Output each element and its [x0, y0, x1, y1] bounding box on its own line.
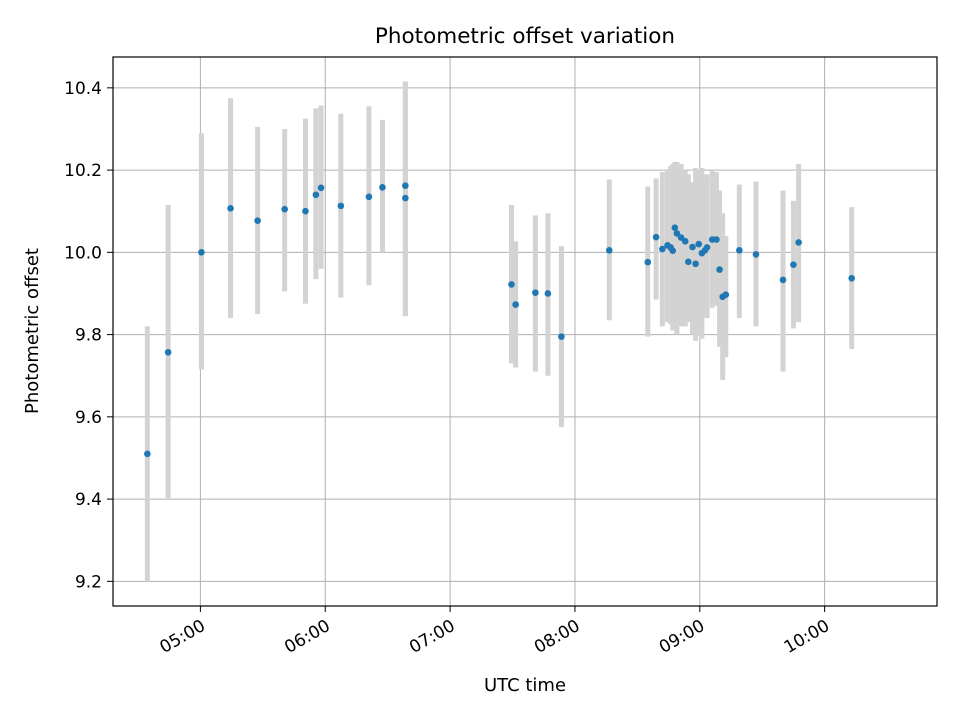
data-point	[379, 184, 386, 191]
data-point	[736, 246, 743, 254]
data-point	[144, 450, 151, 458]
data-point	[692, 260, 699, 268]
data-point	[644, 258, 652, 266]
plot-frame	[112, 56, 938, 607]
data-point	[716, 266, 723, 273]
data-point	[703, 244, 711, 251]
y-tick-label: 10.4	[64, 79, 102, 99]
y-tick-label: 9.4	[75, 490, 102, 510]
data-point	[652, 233, 660, 241]
y-tick-label: 10.0	[64, 243, 102, 263]
data-point	[689, 243, 696, 251]
data-point	[713, 236, 720, 243]
data-point	[685, 258, 692, 266]
data-point	[779, 276, 787, 284]
data-point	[669, 247, 677, 254]
data-point	[365, 193, 373, 201]
data-point	[198, 249, 205, 256]
data-point	[281, 205, 288, 213]
data-point	[532, 289, 539, 296]
data-point	[312, 191, 320, 199]
data-point	[317, 184, 325, 192]
data-point	[402, 194, 409, 202]
data-point	[695, 240, 703, 248]
data-point	[681, 237, 689, 245]
data-point	[790, 261, 797, 268]
y-tick-label: 10.2	[64, 161, 102, 181]
chart-title: Photometric offset variation	[375, 24, 675, 49]
data-point	[254, 217, 261, 224]
y-axis-label: Photometric offset	[22, 248, 43, 414]
data-point	[227, 205, 234, 212]
data-point	[605, 246, 613, 254]
data-point	[402, 182, 409, 190]
y-tick-label: 9.2	[75, 572, 102, 592]
x-axis-label: UTC time	[484, 675, 566, 696]
y-tick-label: 9.8	[75, 326, 102, 346]
data-point	[558, 333, 565, 340]
data-point	[512, 301, 519, 308]
data-point	[659, 245, 666, 253]
y-axis-ticks: 9.2 9.4 9.6 9.8 10.0 10.2 10.4	[64, 79, 113, 592]
data-point	[337, 202, 345, 210]
data-point	[795, 239, 802, 246]
data-point	[671, 224, 679, 231]
y-tick-label: 9.6	[75, 408, 102, 428]
data-point	[302, 207, 309, 215]
data-point	[752, 251, 760, 258]
data-point	[164, 348, 172, 356]
data-point	[673, 230, 681, 237]
data-points	[144, 182, 855, 458]
data-point	[722, 291, 730, 298]
data-point	[544, 290, 552, 297]
data-point	[508, 281, 515, 288]
data-point	[848, 274, 855, 282]
